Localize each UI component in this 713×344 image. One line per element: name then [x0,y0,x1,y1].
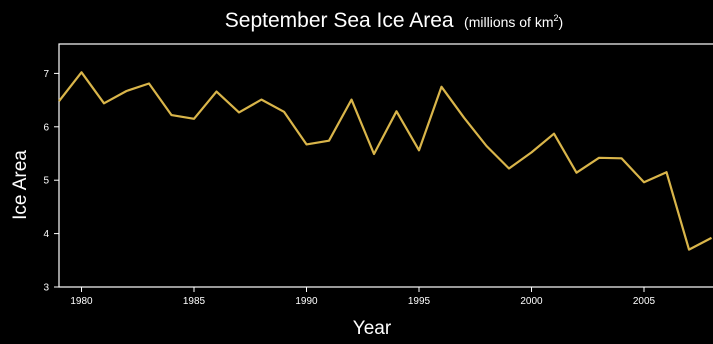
series-line [58,71,713,251]
chart-title: September Sea Ice Area (millions of km2) [225,9,563,32]
x-axis-label: Year [353,318,392,339]
plot-frame [58,43,713,288]
y-tick-label: 7 [43,69,49,80]
y-axis: 3 4 5 6 7 [43,69,59,294]
y-tick-label: 6 [43,122,49,133]
chart-title-unit-close: ) [559,14,564,30]
x-tick-label: 2000 [520,296,543,307]
y-tick-label: 5 [43,176,49,187]
x-tick-label: 2005 [633,296,656,307]
y-tick-label: 3 [43,283,49,294]
x-tick-label: 1995 [408,296,431,307]
x-tick-label: 1990 [295,296,318,307]
x-tick-label: 1985 [183,296,206,307]
series-layer [58,71,713,251]
x-axis: 1980 1985 1990 1995 2000 2005 [70,287,656,307]
chart-title-unit: (millions of km [464,14,553,30]
chart-title-unit-sup: 2 [554,13,559,23]
x-tick-label: 1980 [70,296,93,307]
chart-title-main: September Sea Ice Area [225,9,454,32]
y-axis-label: Ice Area [10,150,31,220]
y-tick-label: 4 [43,229,49,240]
